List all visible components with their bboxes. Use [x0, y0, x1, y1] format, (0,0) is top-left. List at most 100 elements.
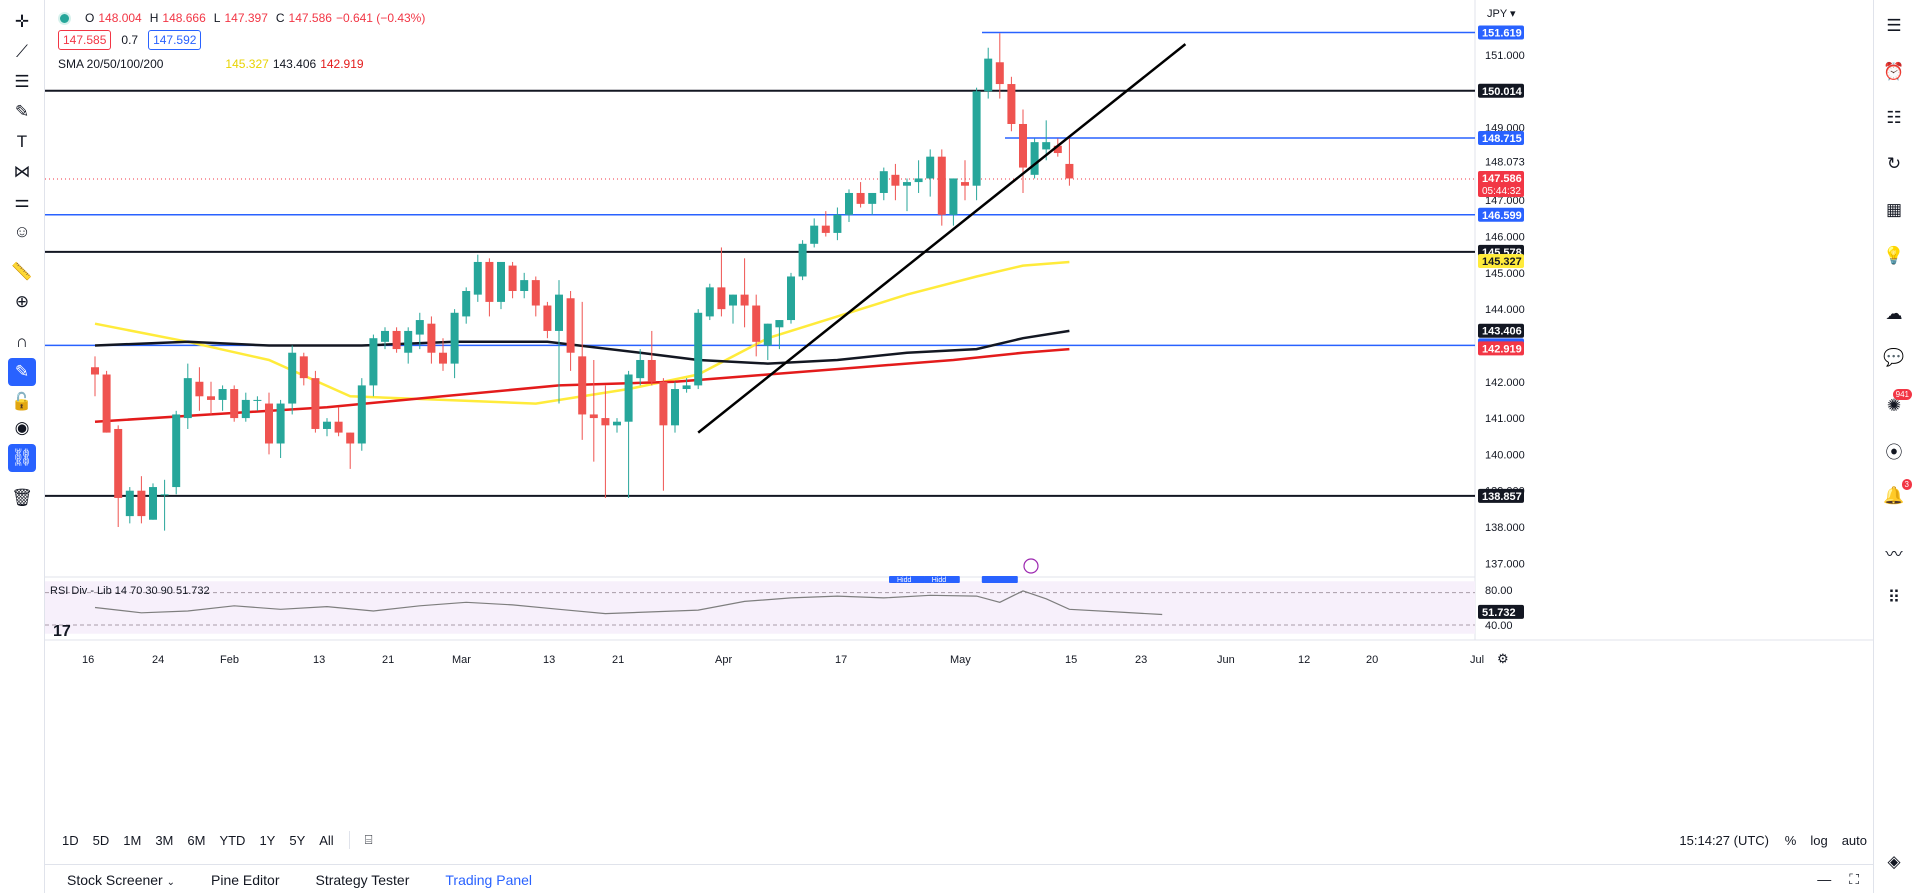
price-axis-label: 147.000: [1485, 195, 1525, 207]
emoji-icon[interactable]: ☺: [13, 222, 31, 241]
tab-pine-editor[interactable]: Pine Editor: [211, 871, 280, 888]
eye-icon[interactable]: ◉: [14, 418, 30, 437]
price-tag-label: 145.578: [1482, 247, 1522, 259]
candle-body: [578, 356, 587, 415]
percent-scale-toggle[interactable]: %: [1784, 832, 1797, 848]
lock-icon[interactable]: 🔓: [11, 392, 33, 411]
candle-body: [717, 287, 726, 310]
date-range-icon[interactable]: ⌸: [364, 832, 373, 847]
log-scale-toggle[interactable]: log: [1810, 832, 1828, 848]
text-icon[interactable]: T: [16, 132, 28, 151]
time-axis-label: Apr: [715, 654, 732, 666]
chevron-down-icon[interactable]: ⌄: [166, 876, 175, 888]
maximize-icon[interactable]: ⛶: [1849, 871, 1859, 887]
fib-icon[interactable]: ☰: [14, 72, 30, 91]
event-flash-icon: [1023, 558, 1039, 574]
candle-body: [555, 294, 563, 331]
timeframe-5y[interactable]: 5Y: [289, 832, 306, 848]
timeframe-1m[interactable]: 1M: [123, 832, 142, 848]
list-icon[interactable]: ☷: [1886, 108, 1902, 127]
minimize-icon[interactable]: —: [1817, 871, 1832, 887]
timeframe-all[interactable]: All: [319, 832, 334, 848]
rsi-divergence-label: Hidd: [932, 577, 947, 584]
brush-icon[interactable]: ✎: [14, 102, 30, 121]
watchlist-icon[interactable]: ☰: [1886, 16, 1902, 35]
candle-body: [984, 58, 993, 92]
timeframe-1d[interactable]: 1D: [62, 832, 79, 848]
calendar-icon[interactable]: ▦: [1885, 200, 1903, 219]
high-label: H: [149, 11, 159, 25]
candle-body: [265, 403, 273, 444]
low-value: 147.397: [224, 11, 268, 25]
price-chart[interactable]: 151.000149.000148.073147.000146.000145.0…: [45, 0, 1873, 820]
close-label: C: [275, 11, 285, 25]
candle-body: [856, 192, 865, 204]
magnet-icon[interactable]: ∩: [15, 332, 29, 351]
lightbulb-icon[interactable]: 💡: [1883, 246, 1905, 265]
rsi-divergence-marker: [889, 576, 925, 583]
link-icon[interactable]: ⛓: [8, 444, 36, 472]
candle-body: [647, 359, 656, 382]
timeframe-5d[interactable]: 5D: [92, 832, 110, 848]
alarm-clock-icon[interactable]: ⏰: [1883, 62, 1905, 81]
price-axis-label: 151.000: [1485, 50, 1525, 62]
utc-clock[interactable]: 15:14:27 (UTC): [1679, 832, 1769, 848]
tab-strategy-tester[interactable]: Strategy Tester: [315, 871, 410, 888]
price-tag-box: [1478, 83, 1524, 98]
time-axis-label: Mar: [452, 654, 471, 666]
time-axis-label: Jul: [1470, 654, 1484, 666]
candle-body: [137, 490, 146, 517]
candle-body: [1042, 142, 1051, 150]
scale-options: % log auto: [1785, 833, 1867, 848]
cloud-icon[interactable]: ☁: [1885, 304, 1903, 323]
layers-icon[interactable]: ◈: [1887, 852, 1901, 871]
price-axis-label: 137.000: [1485, 558, 1525, 570]
price-tag-box: [1478, 323, 1524, 338]
rsi-line: [94, 590, 1163, 616]
candle-body: [195, 381, 204, 397]
candle-body: [311, 378, 320, 429]
rsi-divergence-marker: [923, 576, 960, 583]
candle-body: [102, 374, 111, 433]
auto-scale-toggle[interactable]: auto: [1841, 832, 1867, 848]
ruler-icon[interactable]: 📏: [11, 262, 33, 281]
grid-icon[interactable]: ⠿: [1887, 588, 1901, 607]
zoom-icon[interactable]: ⊕: [14, 292, 30, 311]
timeframe-3m[interactable]: 3M: [155, 832, 174, 848]
chat-icon[interactable]: 💬: [1883, 348, 1905, 367]
candle-body: [1019, 123, 1027, 168]
candle-body: [914, 178, 923, 183]
timeframe-ytd[interactable]: YTD: [219, 832, 246, 848]
tab-stock-screener-label: Stock Screener: [67, 871, 163, 888]
low-label: L: [213, 11, 221, 25]
ideas-icon[interactable]: ✺ 941: [1880, 389, 1912, 420]
trash-icon[interactable]: 🗑: [11, 488, 33, 507]
alerts-badge: 3: [1901, 479, 1912, 490]
tab-trading-panel[interactable]: Trading Panel: [445, 871, 533, 888]
timeframe-6m[interactable]: 6M: [187, 832, 206, 848]
lock-drawing-icon[interactable]: ✎: [8, 358, 36, 386]
buy-price-button[interactable]: 147.592: [148, 30, 202, 50]
pulse-icon[interactable]: 〰: [1885, 544, 1903, 564]
time-axis-label: 21: [612, 654, 624, 666]
candle-body: [775, 320, 784, 328]
rsi-value-label: 51.732: [1482, 607, 1516, 619]
candle-body: [114, 428, 123, 498]
crosshair-icon[interactable]: ✛: [14, 12, 30, 31]
rsi-axis-label: 40.00: [1485, 620, 1513, 632]
tab-stock-screener[interactable]: Stock Screener ⌄: [67, 872, 175, 888]
timeframe-1y[interactable]: 1Y: [259, 832, 276, 848]
pattern-icon[interactable]: ⋈: [13, 162, 31, 181]
candle-body: [926, 156, 935, 179]
candle-body: [207, 396, 215, 400]
forecast-icon[interactable]: ⚌: [14, 192, 30, 211]
candle-body: [682, 385, 691, 390]
bell-icon[interactable]: 🔔 3: [1880, 479, 1912, 510]
replay-icon[interactable]: ↻: [1886, 154, 1902, 173]
sell-price-button[interactable]: 147.585: [58, 30, 112, 50]
price-axis-label: 148.073: [1485, 156, 1525, 168]
price-tag-box: [1478, 341, 1524, 356]
trend-line-icon[interactable]: ⟋: [16, 42, 28, 61]
candle-body: [276, 403, 285, 444]
broadcast-icon[interactable]: ⦿: [1885, 442, 1903, 462]
